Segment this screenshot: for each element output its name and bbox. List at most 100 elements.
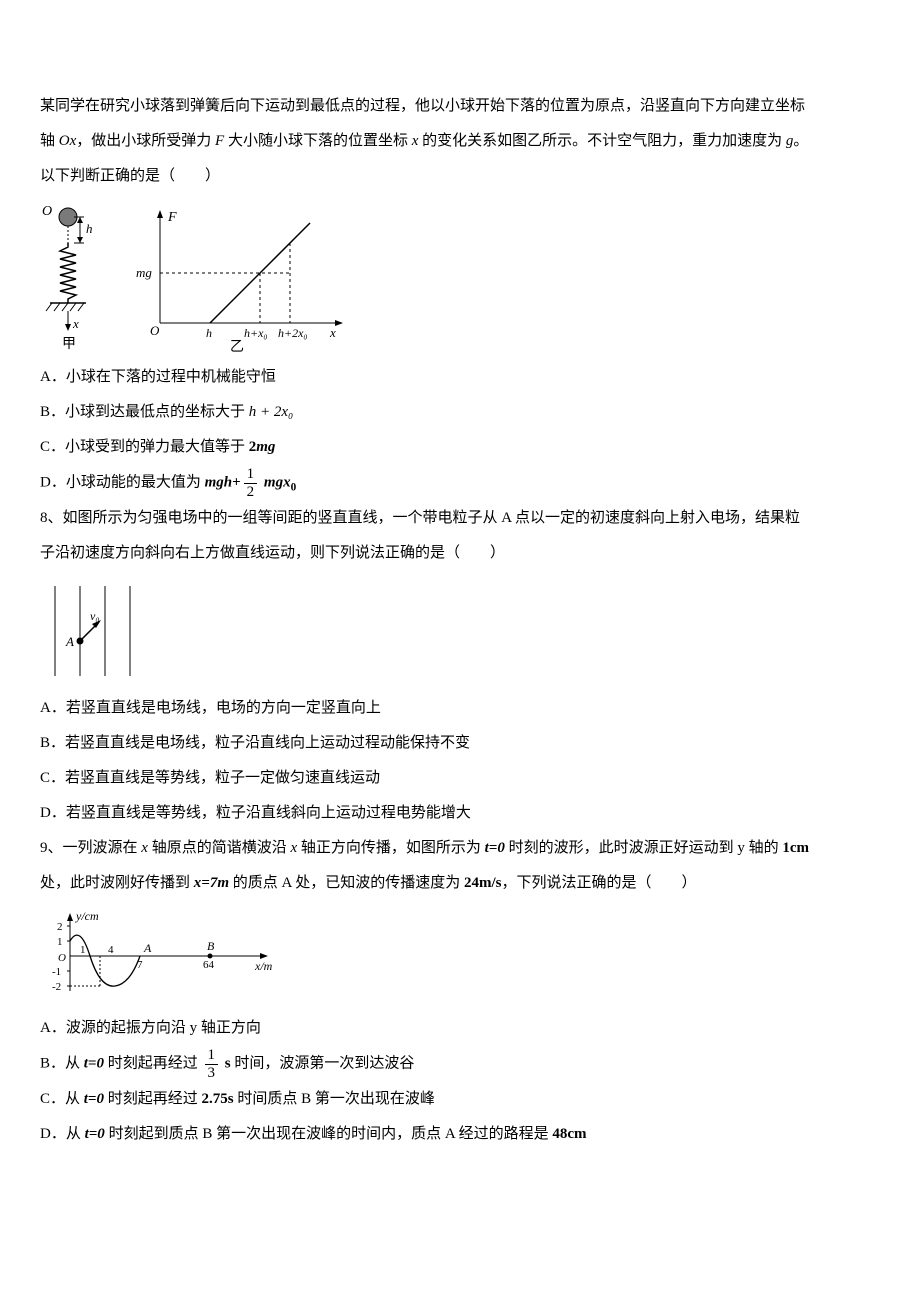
label-mg: mg	[136, 265, 152, 280]
q7-stem-line1: 某同学在研究小球落到弹簧后向下运动到最低点的过程，他以小球开始下落的位置为原点，…	[40, 90, 880, 123]
ytick-n1: -1	[52, 966, 61, 978]
q7-figure: O h x 甲 F O mg h h+x₀	[40, 203, 880, 353]
numerator: 1	[205, 1047, 219, 1065]
q9-stem-line2: 处，此时波刚好传播到 x=7m 的质点 A 处，已知波的传播速度为 24m/s，…	[40, 867, 880, 900]
q8-stem-line1: 8、如图所示为匀强电场中的一组等间距的竖直直线，一个带电粒子从 A 点以一定的初…	[40, 502, 880, 535]
mgh: mgh	[205, 474, 233, 490]
q7-option-c: C．小球受到的弹力最大值等于 2mg	[40, 431, 880, 464]
q9-figure: y/cm x/m O 2 1 -1 -2 1 4 7 A B 64	[40, 906, 280, 1006]
text: C．小球受到的弹力最大值等于	[40, 439, 249, 455]
var-f: F	[215, 133, 224, 149]
text: ，下列说法正确的是（ ）	[502, 875, 697, 891]
text: 。	[793, 133, 808, 149]
q9-option-d: D．从 t=0 时刻起到质点 B 第一次出现在波峰的时间内，质点 A 经过的路程…	[40, 1118, 880, 1151]
text: 轴正方向传播，如图所示为	[297, 840, 485, 856]
numerator: 1	[244, 466, 258, 484]
label-v0: v₀	[90, 609, 100, 623]
label-x-right: x	[329, 325, 336, 340]
q9-option-a: A．波源的起振方向沿 y 轴正方向	[40, 1012, 880, 1045]
text: B．小球到达最低点的坐标大于	[40, 404, 249, 420]
label-x: x	[72, 316, 79, 331]
s: s	[221, 1056, 231, 1072]
text: 时间，波源第一次到达波谷	[231, 1056, 415, 1072]
denominator: 3	[205, 1065, 219, 1082]
var-ox: Ox	[59, 133, 77, 149]
text: C．从	[40, 1091, 84, 1107]
q8-figure: A v₀	[40, 576, 150, 686]
text: 时刻的波形，此时波源正好运动到 y 轴的	[505, 840, 783, 856]
text: D．小球动能的最大值为	[40, 474, 205, 490]
ytick-1: 1	[57, 936, 63, 948]
xtick-1: 1	[80, 944, 86, 956]
q8-option-c: C．若竖直直线是等势线，粒子一定做匀速直线运动	[40, 762, 880, 795]
q8-option-b: B．若竖直直线是电场线，粒子沿直线向上运动过程动能保持不变	[40, 727, 880, 760]
xlabel: x/m	[254, 959, 273, 973]
t0: t=0	[84, 1056, 104, 1072]
q7-option-a: A．小球在下落的过程中机械能守恒	[40, 361, 880, 394]
point-b-icon	[208, 954, 213, 959]
t0: t=0	[84, 1091, 104, 1107]
q7-option-d: D．小球动能的最大值为 mgh+12 mgx0	[40, 466, 880, 500]
label-h-tick: h	[206, 326, 212, 340]
label-o: O	[42, 204, 52, 219]
q7-stem-line2: 轴 Ox，做出小球所受弹力 F 大小随小球下落的位置坐标 x 的变化关系如图乙所…	[40, 125, 880, 158]
1cm: 1cm	[782, 840, 809, 856]
q9-option-c: C．从 t=0 时刻起再经过 2.75s 时间质点 B 第一次出现在波峰	[40, 1083, 880, 1116]
text: B．从	[40, 1056, 84, 1072]
q7-figure-left: O h x 甲	[40, 203, 100, 353]
speed: 24m/s	[464, 875, 502, 891]
q9-stem-line1: 9、一列波源在 x 轴原点的简谐横波沿 x 轴正方向传播，如图所示为 t=0 时…	[40, 832, 880, 865]
q8-option-d: D．若竖直直线是等势线，粒子沿直线斜向上运动过程电势能增大	[40, 797, 880, 830]
label-h: h	[86, 221, 93, 236]
wave-curve	[70, 935, 140, 986]
xtick-64: 64	[203, 959, 215, 971]
ytick-2: 2	[57, 921, 63, 933]
fraction: 13	[205, 1047, 219, 1081]
275s: 2.75s	[202, 1091, 234, 1107]
caption-right: 乙	[230, 339, 244, 353]
q7-figure-right: F O mg h h+x₀ h+2x₀ x 乙	[130, 203, 350, 353]
ylabel: y/cm	[75, 909, 99, 923]
text: 的变化关系如图乙所示。不计空气阻力，重力加速度为	[418, 133, 786, 149]
text: 时刻起再经过	[104, 1056, 202, 1072]
sub0: 0	[291, 481, 297, 493]
q9-option-b: B．从 t=0 时刻起再经过 13 s 时间，波源第一次到达波谷	[40, 1047, 880, 1081]
label-b: B	[207, 939, 215, 953]
q7-stem-line3: 以下判断正确的是（ ）	[40, 160, 880, 193]
text: 时间质点 B 第一次出现在波峰	[234, 1091, 435, 1107]
mg: mg	[256, 439, 275, 455]
text: 轴	[40, 133, 59, 149]
q8-stem-line2: 子沿初速度方向斜向右上方做直线运动，则下列说法正确的是（ ）	[40, 537, 880, 570]
caption-left: 甲	[62, 337, 76, 352]
t0: t=0	[485, 840, 505, 856]
label-h2x0: h+2x₀	[278, 326, 308, 340]
mgx: mgx	[264, 474, 291, 490]
q8-option-a: A．若竖直直线是电场线，电场的方向一定竖直向上	[40, 692, 880, 725]
expr: h + 2x₀	[249, 404, 294, 420]
ytick-n2: -2	[52, 981, 61, 993]
x7: x=7m	[194, 875, 229, 891]
label-f: F	[167, 210, 177, 225]
plus: +	[232, 474, 241, 490]
text: 时刻起再经过	[104, 1091, 202, 1107]
label-o: O	[58, 952, 66, 964]
text: 的质点 A 处，已知波的传播速度为	[229, 875, 464, 891]
text: 时刻起到质点 B 第一次出现在波峰的时间内，质点 A 经过的路程是	[105, 1126, 553, 1142]
text: 9、一列波源在	[40, 840, 141, 856]
q7-option-b: B．小球到达最低点的坐标大于 h + 2x₀	[40, 396, 880, 429]
text: 轴原点的简谐横波沿	[148, 840, 291, 856]
var-x: x	[141, 840, 148, 856]
label-hx0: h+x₀	[244, 326, 268, 340]
xtick-4: 4	[108, 944, 114, 956]
text: 大小随小球下落的位置坐标	[224, 133, 412, 149]
fraction: 12	[244, 466, 258, 500]
label-a: A	[143, 941, 152, 955]
48cm: 48cm	[552, 1126, 586, 1142]
denominator: 2	[244, 484, 258, 501]
text: D．从	[40, 1126, 85, 1142]
t0: t=0	[85, 1126, 105, 1142]
xtick-7: 7	[137, 959, 143, 971]
text: ，做出小球所受弹力	[76, 133, 215, 149]
label-o-right: O	[150, 323, 160, 338]
spring-icon	[60, 243, 76, 303]
